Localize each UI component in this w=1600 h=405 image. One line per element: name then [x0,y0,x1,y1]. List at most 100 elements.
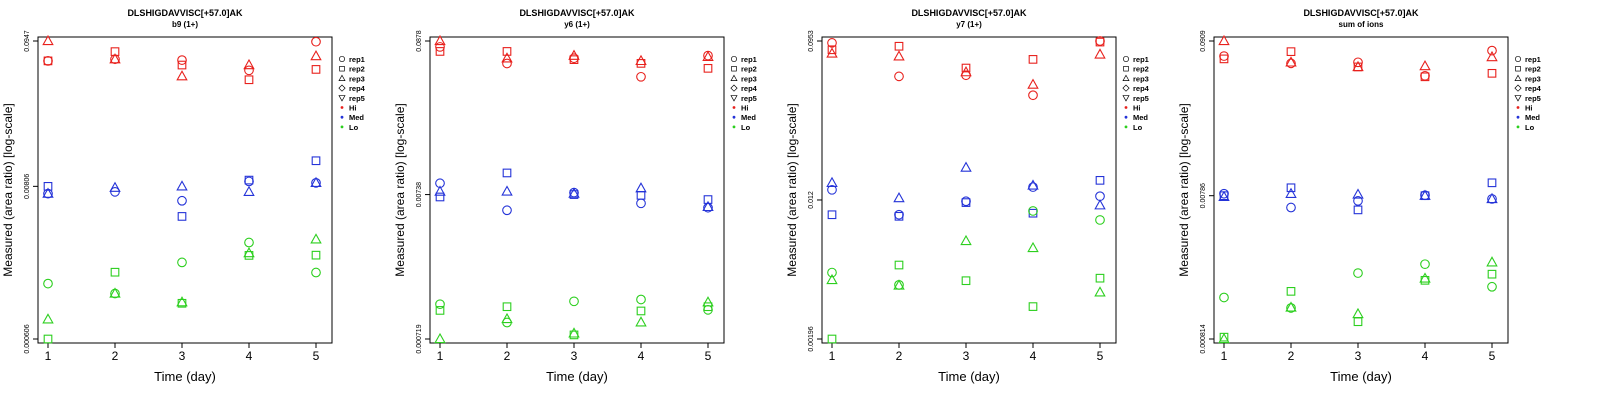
data-point-lo-rep3 [1094,286,1106,297]
legend-label: Med [741,113,756,122]
legend-symbol-rep4 [1514,84,1522,92]
x-tick-label: 3 [1355,349,1362,363]
data-point-med-rep1 [703,202,713,213]
data-point-lo-rep2 [894,260,904,270]
data-point-med-rep2 [569,190,579,199]
data-point-lo-rep3 [434,332,446,344]
chart-subtitle: sum of ions [1339,20,1384,29]
x-axis-label: Time (day) [154,369,216,384]
data-point-med-rep3 [42,187,54,198]
data-point-lo-rep2 [1095,273,1105,283]
data-point-hi-rep1 [1353,57,1363,68]
legend-symbol-rep2 [339,66,345,72]
y-tick-label: 0.0909 [1200,30,1207,52]
data-point-med-rep1 [110,187,120,197]
data-point-hi-rep1 [636,71,646,82]
legend-symbol-rep4 [1122,84,1130,92]
data-point-hi-rep3 [1285,56,1297,67]
data-point-lo-rep2 [110,267,120,277]
data-point-lo-rep3 [960,234,972,246]
data-point-lo-rep2 [1353,317,1363,327]
data-point-med-rep2 [1095,175,1105,185]
data-point-hi-rep1 [1028,90,1038,101]
data-point-lo-rep2 [827,334,837,344]
data-point-lo-rep3 [635,316,647,327]
x-tick-label: 2 [504,349,511,363]
y-tick-label: 0.0953 [808,30,815,52]
legend-label: Hi [1525,104,1533,113]
data-point-lo-rep2 [961,276,971,286]
data-point-med-rep3 [1285,187,1297,198]
plot-frame [821,36,1117,344]
data-point-lo-rep1 [435,299,445,310]
data-point-med-rep2 [502,168,512,178]
data-point-hi-rep2 [961,63,971,73]
data-point-lo-rep3 [826,273,838,285]
data-point-med-rep1 [177,195,187,206]
data-point-lo-rep2 [1487,269,1497,279]
data-point-hi-rep1 [961,70,971,81]
data-point-hi-rep2 [636,59,646,68]
chart-panel: DLSHIGDAVVISC[+57.0]AK y7 (1+) 1 2 3 4 5 0.0019… [785,8,1150,384]
x-tick-label: 2 [112,349,119,363]
legend-dot-med [1516,115,1520,119]
data-point-lo-rep1 [1028,206,1038,216]
data-point-lo-rep1 [244,237,254,248]
data-point-med-rep1 [1028,182,1038,192]
data-point-hi-rep3 [109,53,121,64]
data-point-hi-rep3 [1094,48,1106,59]
data-point-lo-rep1 [311,267,321,278]
data-point-hi-rep2 [1420,72,1430,82]
data-point-hi-rep3 [826,47,838,58]
legend-label: rep1 [741,55,757,64]
chart-title: DLSHIGDAVVISC[+57.0]AK [1303,8,1419,18]
legend-label: rep5 [741,94,757,103]
x-axis-label: Time (day) [938,369,1000,384]
data-point-med-rep3 [702,200,714,212]
data-point-lo-rep2 [636,306,646,316]
plot-frame [1213,36,1509,344]
data-point-med-rep2 [244,175,254,185]
legend-dot-med [340,115,344,119]
legend-label: rep2 [741,65,757,74]
y-tick-label: 0.000814 [1200,324,1207,353]
legend-dot-hi [1124,106,1128,109]
data-point-lo-rep1 [1420,259,1430,270]
legend-dot-hi [732,106,736,109]
y-axis-label: Measured (area ratio) [log-scale] [1177,103,1191,276]
data-point-lo-rep1 [1095,215,1105,225]
data-point-med-rep2 [1487,178,1497,188]
data-point-med-rep1 [1286,202,1296,213]
plot-frame [429,36,725,344]
x-tick-label: 2 [896,349,903,363]
x-tick-label: 3 [963,349,970,363]
data-point-med-rep3 [176,180,188,191]
data-point-hi-rep1 [502,58,512,69]
x-axis-label: Time (day) [546,369,608,384]
data-point-lo-rep2 [502,302,512,312]
data-point-lo-rep1 [827,267,837,278]
data-point-lo-rep3 [243,246,255,258]
chart-subtitle: y7 (1+) [956,20,982,29]
data-point-lo-rep3 [1352,307,1364,319]
x-tick-label: 5 [705,349,712,363]
legend-label: Lo [1133,123,1143,132]
data-point-hi-rep2 [1487,68,1497,78]
data-point-lo-rep1 [1487,281,1497,292]
data-point-lo-rep1 [569,296,579,307]
legend-label: Med [1133,113,1148,122]
data-point-hi-rep2 [311,65,321,74]
data-point-hi-rep2 [569,55,579,64]
data-point-med-rep3 [434,185,446,196]
data-point-med-rep3 [501,185,513,196]
x-tick-label: 3 [571,349,578,363]
data-point-med-rep3 [960,161,972,172]
data-point-lo-rep1 [703,305,713,315]
legend-dot-lo [1124,125,1128,129]
data-point-med-rep1 [827,184,837,195]
data-point-lo-rep3 [1285,301,1297,312]
x-tick-label: 4 [246,349,253,363]
legend-label: rep1 [1525,55,1541,64]
